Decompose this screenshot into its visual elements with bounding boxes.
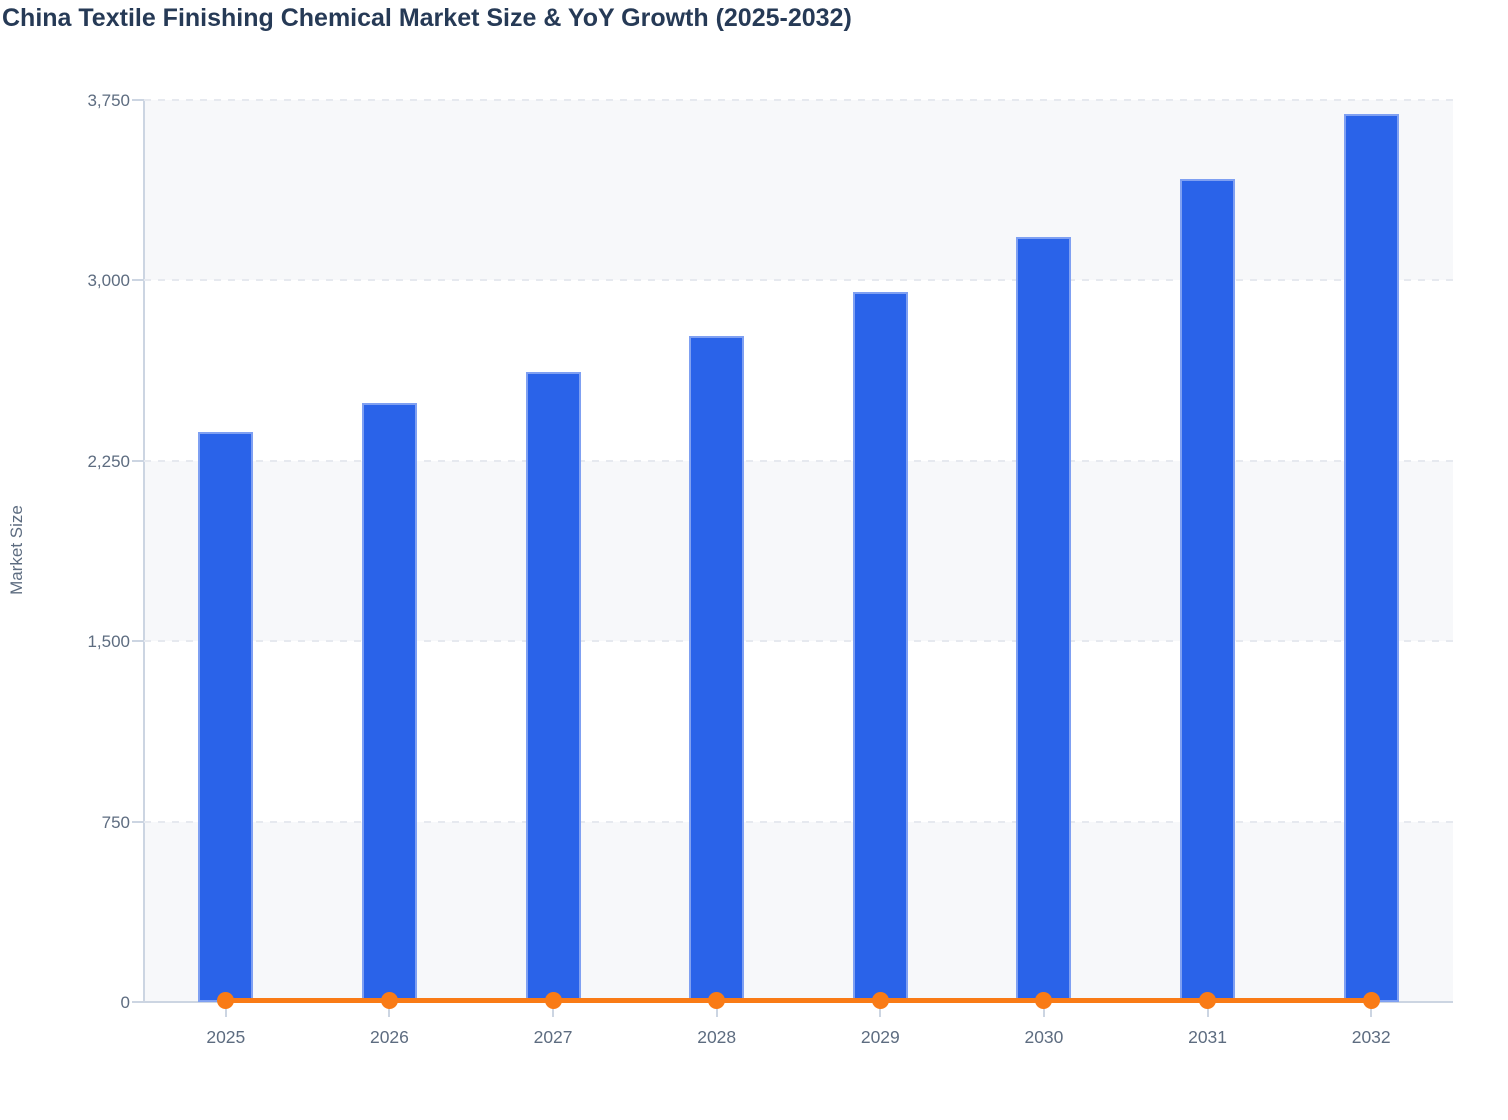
y-axis-tick-label: 2,250 [87,451,130,471]
y-axis-tick-label: 1,500 [87,632,130,652]
y-axis-tick [132,99,144,101]
yoy-growth-marker-2029[interactable] [871,991,889,1009]
x-axis-tick [1042,1003,1045,1017]
x-axis-tick-label: 2026 [369,1027,409,1047]
x-axis-tick-label: 2025 [206,1027,246,1047]
gridline [144,640,1453,643]
x-axis-tick-label: 2027 [533,1027,573,1047]
x-axis-tick-label: 2028 [697,1027,737,1047]
plot-band [144,821,1453,1002]
x-axis-tick [879,1003,882,1017]
yoy-growth-line[interactable] [225,997,1372,1003]
y-axis-tick [132,1001,144,1003]
yoy-growth-marker-2028[interactable] [708,992,726,1010]
gridline [144,99,1453,101]
bar-2029[interactable] [852,292,908,1002]
yoy-growth-marker-2032[interactable] [1362,991,1380,1009]
yoy-growth-marker-2030[interactable] [1035,991,1053,1009]
yoy-growth-marker-2026[interactable] [380,992,398,1010]
yoy-growth-marker-2025[interactable] [217,992,235,1010]
bar-2027[interactable] [525,371,581,1002]
bar-2030[interactable] [1016,237,1072,1002]
y-axis-tick-label: 3,750 [87,91,130,110]
x-axis-tick-label: 2031 [1188,1027,1228,1047]
x-axis-tick [715,1003,718,1017]
y-axis-tick-label: 3,000 [87,271,130,291]
y-axis-tick [132,640,144,643]
x-axis-tick [1370,1003,1373,1017]
x-axis-tick-label: 2032 [1351,1027,1391,1047]
plot-area [132,99,1453,1017]
bar-2032[interactable] [1343,114,1399,1002]
x-axis-tick-label: 2029 [860,1027,900,1047]
chart-title: China Textile Finishing Chemical Market … [2,4,852,32]
bar-2026[interactable] [361,403,417,1002]
y-axis-tick [132,279,144,282]
y-axis-line [143,100,145,1002]
bar-2028[interactable] [689,335,745,1002]
y-axis-title: Market Size [7,505,26,595]
yoy-growth-marker-2027[interactable] [544,992,562,1010]
yoy-growth-marker-2031[interactable] [1199,991,1217,1009]
x-axis-tick [388,1003,391,1017]
gridline [144,279,1453,282]
y-axis-tick-label: 0 [120,993,130,1012]
x-axis-tick [224,1003,227,1017]
bar-2031[interactable] [1180,179,1236,1002]
x-axis-tick-label: 2030 [1024,1027,1064,1047]
gridline [144,820,1453,823]
y-axis-tick [132,820,144,823]
plot-band [144,460,1453,642]
x-axis-tick [552,1003,555,1017]
plot-band [144,100,1453,281]
y-axis-tick [132,459,144,462]
y-axis-tick-label: 750 [101,812,130,832]
gridline [144,459,1453,462]
x-axis-tick [1206,1003,1209,1017]
bar-2025[interactable] [198,431,254,1002]
